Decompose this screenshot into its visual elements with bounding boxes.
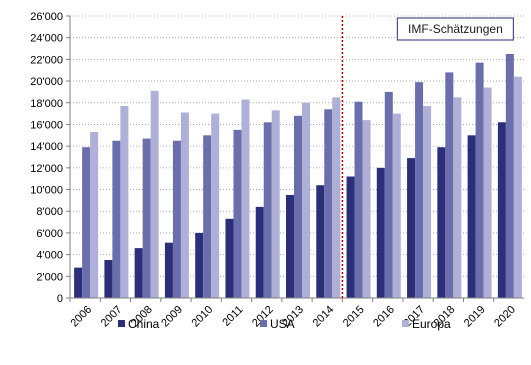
legend-label-europa: Europa (412, 317, 451, 331)
y-tick-label: 12'000 (30, 163, 63, 175)
bar-europa-2019 (483, 87, 492, 298)
x-tick-label: 2019 (462, 304, 488, 330)
x-tick-label: 2006 (68, 304, 94, 330)
x-tick-label: 2009 (159, 304, 185, 330)
y-axis-ticks: 0 2'000 4'000 6'000 8'000 10'000 12'000 14'000 1… (30, 11, 70, 305)
y-tick-label: 16'000 (30, 119, 63, 131)
bar-europa-2015 (362, 120, 371, 298)
x-tick-label: 2014 (311, 304, 337, 330)
y-tick-label: 14'000 (30, 141, 63, 153)
bar-china-2008 (134, 248, 143, 298)
axes (69, 16, 524, 299)
bar-usa-2012 (263, 122, 272, 299)
y-tick-label: 22'000 (30, 54, 63, 66)
x-tick-label: 2016 (371, 304, 397, 330)
y-tick-label: 8'000 (36, 206, 63, 218)
bar-europa-2013 (302, 102, 310, 299)
bar-usa-2010 (203, 135, 212, 298)
bar-usa-2014 (324, 109, 333, 299)
bar-usa-2008 (142, 138, 151, 298)
bar-usa-2015 (354, 101, 363, 298)
annotation-rect (396, 17, 514, 41)
legend-swatch-china (118, 320, 125, 327)
bar-china-2014 (316, 185, 325, 298)
bar-china-2010 (195, 232, 204, 298)
x-tick-label: 2011 (220, 304, 245, 329)
bar-china-2020 (497, 122, 506, 299)
bar-usa-2007 (112, 140, 121, 298)
y-tick-label: 6'000 (36, 228, 63, 240)
y-tick-label: 26'000 (30, 11, 63, 23)
bar-europa-2010 (211, 113, 220, 298)
bar-europa-2014 (332, 97, 341, 298)
bar-usa-2009 (172, 140, 181, 298)
y-tick-label: 0 (57, 293, 63, 305)
bar-china-2017 (407, 158, 416, 298)
legend-label-usa: USA (270, 317, 295, 331)
bar-usa-2013 (294, 115, 302, 299)
y-tick-label: 4'000 (36, 250, 63, 262)
annotation-box: IMF-Schätzungen (396, 17, 514, 41)
legend-swatch-europa (402, 320, 409, 327)
bar-europa-2011 (241, 99, 250, 298)
bar-china-2019 (467, 135, 476, 298)
bar-china-2012 (255, 206, 264, 298)
bar-usa-2016 (384, 91, 393, 298)
x-tick-label: 2015 (341, 304, 367, 330)
x-tick-label: 2010 (190, 304, 216, 330)
bar-usa-2011 (233, 129, 242, 298)
y-tick-label: 10'000 (30, 185, 63, 197)
bar-europa-2009 (180, 112, 189, 299)
bar-europa-2017 (423, 106, 432, 299)
bar-europa-2020 (513, 76, 522, 298)
bar-usa-2019 (475, 62, 484, 299)
bar-china-2011 (225, 218, 234, 298)
y-tick-label: 2'000 (36, 271, 63, 283)
bar-europa-2008 (150, 90, 159, 298)
y-tick-label: 18'000 (30, 98, 63, 110)
bars (74, 53, 522, 299)
bar-china-2018 (437, 147, 446, 298)
legend-swatch-usa (260, 320, 267, 327)
bar-usa-2006 (82, 147, 91, 298)
y-tick-label: 24'000 (30, 33, 63, 45)
legend: China USA Europa (118, 317, 451, 331)
bar-china-2007 (104, 260, 113, 298)
bar-china-2015 (346, 176, 355, 298)
bar-usa-2018 (445, 72, 454, 299)
bar-usa-2020 (505, 53, 514, 298)
legend-label-china: China (128, 317, 160, 331)
bar-europa-2016 (392, 113, 401, 298)
bar-china-2006 (74, 267, 83, 298)
y-tick-label: 20'000 (30, 76, 63, 88)
bar-europa-2006 (90, 132, 99, 298)
bar-usa-2017 (415, 82, 424, 299)
bar-europa-2018 (453, 97, 462, 298)
bar-europa-2007 (120, 106, 129, 299)
annotation-label: IMF-Schätzungen (408, 22, 503, 36)
bar-china-2009 (164, 242, 173, 298)
x-tick-label: 2020 (492, 304, 518, 330)
bar-china-2013 (286, 194, 294, 298)
bar-china-2016 (376, 167, 385, 298)
bar-europa-2012 (271, 110, 280, 298)
